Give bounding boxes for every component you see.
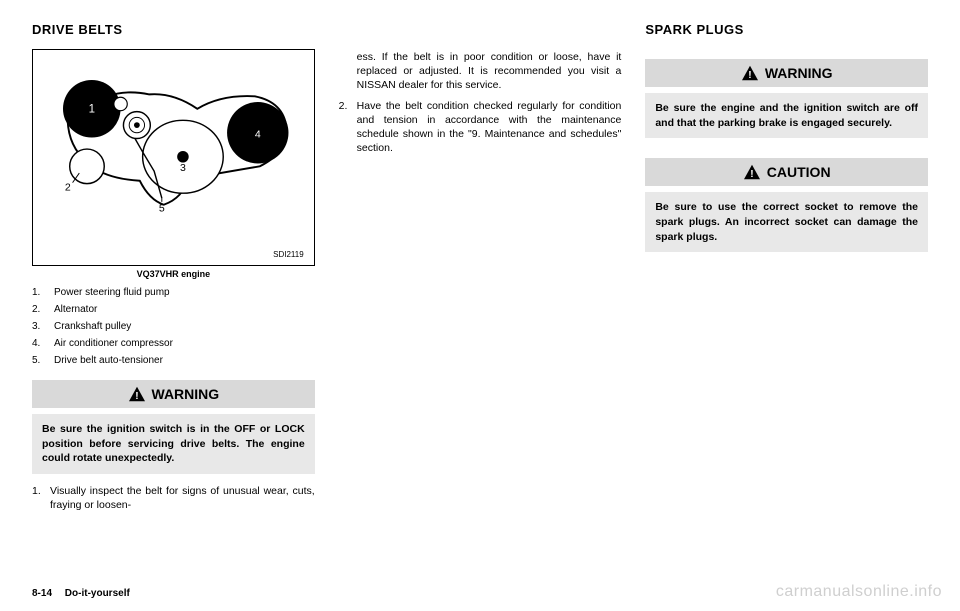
page-footer: 8-14 Do-it-yourself: [32, 588, 130, 599]
step-list-left: 1. Visually inspect the belt for signs o…: [32, 484, 315, 518]
warning-body: Be sure the engine and the ignition swit…: [645, 93, 928, 138]
warning-box-drive-belts: ! WARNING Be sure the ignition switch is…: [32, 380, 315, 474]
warning-icon: !: [128, 386, 146, 402]
caution-title: CAUTION: [767, 164, 831, 180]
svg-text:2: 2: [65, 181, 71, 193]
warning-title: WARNING: [765, 65, 833, 81]
step-list-middle: ess. If the belt is in poor condition or…: [339, 50, 622, 161]
list-item: 2.Alternator: [32, 302, 315, 318]
list-item: 5.Drive belt auto-tensioner: [32, 353, 315, 369]
warning-box-spark-plugs: ! WARNING Be sure the engine and the ign…: [645, 59, 928, 138]
list-item-continuation: ess. If the belt is in poor condition or…: [339, 50, 622, 93]
spark-plugs-heading: SPARK PLUGS: [645, 22, 928, 37]
svg-text:!: !: [135, 391, 138, 402]
caution-body: Be sure to use the correct socket to rem…: [645, 192, 928, 252]
drive-belts-heading: DRIVE BELTS: [32, 22, 315, 37]
list-item: 2. Have the belt condition checked regul…: [339, 99, 622, 156]
section-name: Do-it-yourself: [65, 588, 130, 599]
svg-text:5: 5: [159, 202, 165, 214]
page-number: 8-14: [32, 588, 52, 599]
belt-diagram-svg: 1 2 3 4 5: [39, 56, 308, 248]
list-item: 4.Air conditioner compressor: [32, 336, 315, 352]
list-item: 3.Crankshaft pulley: [32, 319, 315, 335]
diagram-code: SDI2119: [39, 250, 308, 259]
warning-icon: !: [741, 65, 759, 81]
warning-header: ! WARNING: [32, 380, 315, 408]
warning-header: ! WARNING: [645, 59, 928, 87]
warning-title: WARNING: [152, 386, 220, 402]
watermark: carmanualsonline.info: [776, 583, 942, 601]
warning-body: Be sure the ignition switch is in the OF…: [32, 414, 315, 474]
svg-text:4: 4: [255, 129, 261, 141]
drive-belts-diagram: 1 2 3 4 5: [32, 49, 315, 266]
svg-text:1: 1: [89, 104, 95, 116]
svg-text:3: 3: [180, 162, 186, 174]
caution-box-spark-plugs: ! CAUTION Be sure to use the correct soc…: [645, 158, 928, 252]
svg-text:!: !: [748, 70, 751, 81]
diagram-caption: VQ37VHR engine: [32, 269, 315, 279]
list-item: 1. Visually inspect the belt for signs o…: [32, 484, 315, 512]
svg-text:!: !: [750, 169, 753, 180]
warning-icon: !: [743, 164, 761, 180]
caution-header: ! CAUTION: [645, 158, 928, 186]
parts-list: 1.Power steering fluid pump 2.Alternator…: [32, 285, 315, 370]
list-item: 1.Power steering fluid pump: [32, 285, 315, 301]
